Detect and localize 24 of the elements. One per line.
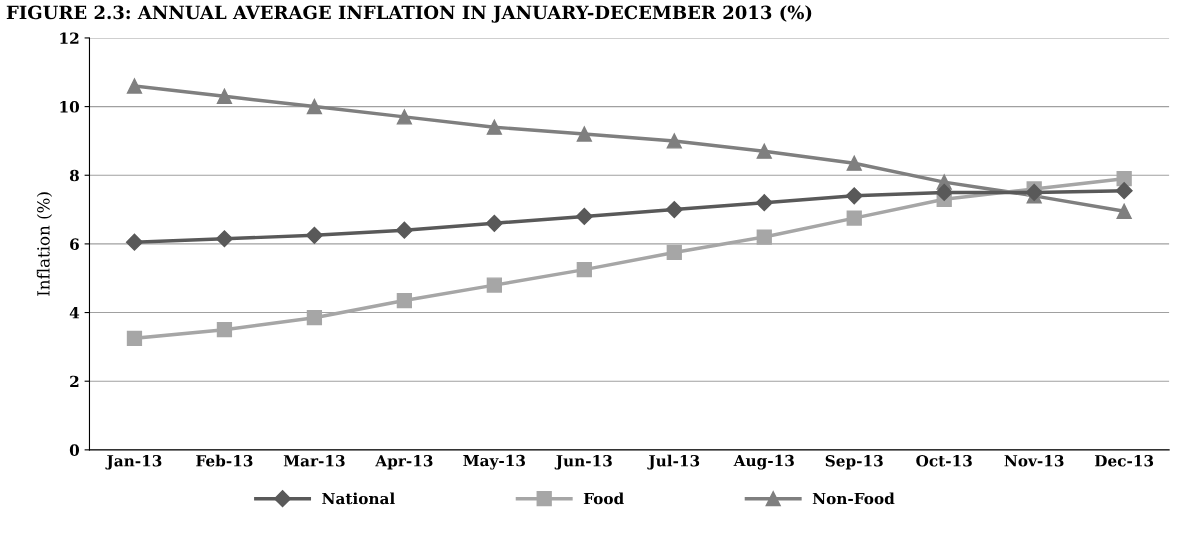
y-axis-title: Inflation (%): [36, 192, 53, 296]
legend-label: National: [322, 492, 395, 505]
y-tick-label: 4: [69, 307, 80, 319]
x-tick-label: Sep-13: [825, 454, 883, 470]
y-tick-label: 2: [70, 375, 79, 388]
x-tick-label: Oct-13: [916, 454, 972, 467]
x-tick-label: Aug-13: [733, 454, 794, 470]
x-tick-label: May-13: [463, 454, 526, 470]
x-tick-label: Jun-13: [554, 454, 612, 470]
y-tick-label: 12: [60, 32, 79, 44]
chart-title: FIGURE 2.3: ANNUAL AVERAGE INFLATION IN JANUARY-DECEMBER 2013 (%): [6, 5, 812, 23]
y-tick-label: 0: [69, 444, 80, 456]
x-tick-label: Apr-13: [375, 454, 433, 470]
x-tick-label: Feb-13: [196, 454, 253, 467]
legend-label: Food: [583, 492, 624, 505]
x-tick-label: Jan-13: [105, 454, 162, 470]
legend-label: Non-Food: [812, 492, 895, 505]
x-tick-label: Jul-13: [647, 454, 700, 470]
x-tick-label: Nov-13: [1004, 454, 1064, 467]
y-tick-label: 8: [69, 169, 79, 182]
y-tick-label: 10: [60, 101, 80, 113]
x-tick-label: Mar-13: [283, 454, 345, 467]
x-tick-label: Dec-13: [1094, 454, 1154, 467]
y-tick-label: 6: [70, 238, 79, 250]
